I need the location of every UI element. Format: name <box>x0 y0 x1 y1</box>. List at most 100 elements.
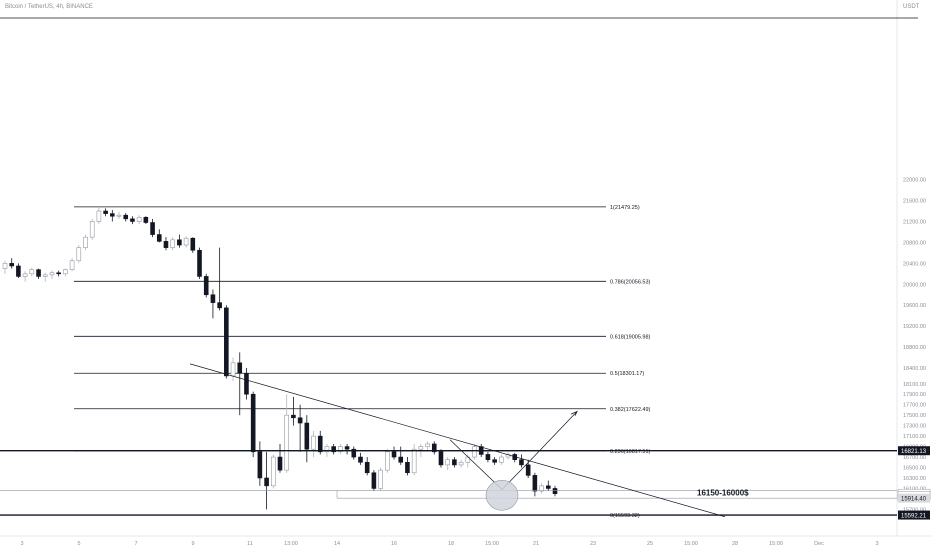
candle-body[interactable] <box>364 461 370 474</box>
candle-body[interactable] <box>431 443 437 453</box>
candle-body[interactable] <box>264 477 269 487</box>
candle-body[interactable] <box>270 456 276 487</box>
candle-body[interactable] <box>89 221 95 238</box>
candle-body[interactable] <box>552 488 558 494</box>
candle-body[interactable] <box>56 272 61 275</box>
candle-body[interactable] <box>418 446 424 450</box>
candle-body[interactable] <box>36 269 41 277</box>
candle-body[interactable] <box>371 472 377 489</box>
candle-body[interactable] <box>123 214 129 220</box>
candle-body[interactable] <box>331 446 336 453</box>
candle-body[interactable] <box>177 239 182 246</box>
candle-body[interactable] <box>277 456 283 471</box>
candle-body[interactable] <box>438 451 444 466</box>
x-tick-label: 16 <box>391 541 397 547</box>
candle-body[interactable] <box>63 269 68 275</box>
x-tick-label: 5 <box>77 541 80 547</box>
candle-body[interactable] <box>485 454 491 460</box>
candle-body[interactable] <box>311 435 316 450</box>
candle-body[interactable] <box>411 448 417 474</box>
x-tick-label: 21 <box>533 541 539 547</box>
candle-body[interactable] <box>136 216 142 222</box>
candle-body[interactable] <box>76 247 82 262</box>
fib-level-label: 0.382(17622.49) <box>610 407 651 413</box>
candle-body[interactable] <box>344 446 350 450</box>
price-tag <box>898 493 930 503</box>
candle-body[interactable] <box>203 276 209 296</box>
candle-body[interactable] <box>110 213 115 217</box>
candle-body[interactable] <box>338 446 343 453</box>
candle-body[interactable] <box>385 451 390 471</box>
y-tick-label: 20800.00 <box>903 240 926 246</box>
candle-body[interactable] <box>143 216 149 223</box>
candle-body[interactable] <box>9 263 15 267</box>
y-tick-label: 21200.00 <box>903 219 926 225</box>
y-tick-label: 16700.00 <box>903 455 926 461</box>
candle-body[interactable] <box>257 451 263 479</box>
candle-body[interactable] <box>532 475 538 492</box>
x-tick-label: 7 <box>134 541 137 547</box>
y-tick-label: 16300.00 <box>903 476 926 482</box>
candle-body[interactable] <box>156 234 162 242</box>
candle-body[interactable] <box>324 446 330 453</box>
candle-body[interactable] <box>304 422 310 450</box>
projection-path <box>449 411 578 490</box>
y-tick-label: 20000.00 <box>903 282 926 288</box>
candle-body[interactable] <box>398 456 404 463</box>
candle-body[interactable] <box>358 456 363 463</box>
candle-body[interactable] <box>103 210 108 214</box>
axis-unit-label: USDT <box>903 4 920 10</box>
y-tick-label: 15700.00 <box>903 507 926 513</box>
candle-body[interactable] <box>163 241 169 248</box>
candle-body[interactable] <box>519 459 524 466</box>
candle-body[interactable] <box>405 461 410 474</box>
candle-body[interactable] <box>116 214 122 217</box>
candle-body[interactable] <box>49 272 55 276</box>
candle-body[interactable] <box>2 263 8 269</box>
candle-body[interactable] <box>237 362 243 374</box>
descending-trendline <box>189 363 726 518</box>
candle-body[interactable] <box>284 414 290 471</box>
candle-body[interactable] <box>351 448 357 458</box>
candle-body[interactable] <box>492 459 497 463</box>
candle-body[interactable] <box>452 459 457 466</box>
candle-body[interactable] <box>378 469 383 489</box>
candle-body[interactable] <box>230 362 236 377</box>
candle-body[interactable] <box>445 459 450 466</box>
candle-body[interactable] <box>291 414 296 419</box>
candle-body[interactable] <box>425 443 430 447</box>
target-zone-circle <box>485 479 519 511</box>
candle-body[interactable] <box>545 485 551 489</box>
candle-body[interactable] <box>69 260 75 270</box>
candle-body[interactable] <box>525 464 531 476</box>
candle-body[interactable] <box>250 393 256 453</box>
candle-body[interactable] <box>297 417 303 424</box>
x-tick-label: 15:00 <box>684 541 698 547</box>
candle-body[interactable] <box>224 307 229 377</box>
candle-body[interactable] <box>170 239 175 248</box>
candle-body[interactable] <box>183 237 189 246</box>
candle-body[interactable] <box>42 274 48 277</box>
candle-body[interactable] <box>458 461 464 466</box>
candle-body[interactable] <box>29 269 35 275</box>
candle-body[interactable] <box>83 236 88 248</box>
candle-body[interactable] <box>499 456 504 463</box>
candle-body[interactable] <box>317 435 323 453</box>
candle-body[interactable] <box>22 273 28 277</box>
candle-body[interactable] <box>539 485 544 492</box>
x-tick-label: 13:00 <box>284 541 298 547</box>
candle-body[interactable] <box>217 302 222 309</box>
candle-body[interactable] <box>130 218 135 222</box>
candle-body[interactable] <box>150 222 155 235</box>
candle-body[interactable] <box>244 372 249 395</box>
candle-body[interactable] <box>391 451 397 458</box>
candle-body[interactable] <box>16 265 21 277</box>
candle-body[interactable] <box>210 294 216 303</box>
candle-body[interactable] <box>472 446 477 458</box>
candle-body[interactable] <box>96 210 102 222</box>
candle-body[interactable] <box>197 249 202 277</box>
candle-body[interactable] <box>190 237 196 251</box>
x-tick-label: 9 <box>191 541 194 547</box>
y-tick-label: 17700.00 <box>903 403 926 409</box>
